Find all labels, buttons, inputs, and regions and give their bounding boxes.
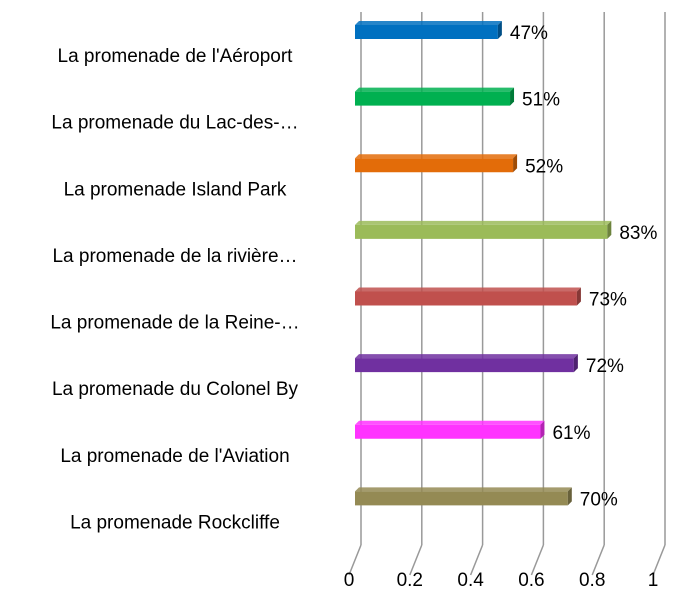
bar-side <box>567 487 572 506</box>
y-tick-label: La promenade de la rivière… <box>52 246 297 267</box>
bar <box>355 224 608 239</box>
bar <box>355 358 574 373</box>
x-tick-label: 0 <box>344 570 355 591</box>
bar-top <box>355 21 502 25</box>
grid-line-floor <box>530 544 545 576</box>
x-tick-label: 0.8 <box>579 570 605 591</box>
data-label: 73% <box>589 290 627 311</box>
data-label: 52% <box>525 156 563 177</box>
bar-top <box>355 220 612 225</box>
bar <box>355 158 514 173</box>
x-tick-label: 0.6 <box>518 570 544 591</box>
bar-side <box>607 220 612 239</box>
y-tick-label: La promenade du Colonel By <box>52 379 299 400</box>
bar-top <box>355 154 518 159</box>
bar <box>355 491 568 506</box>
grid-line-floor <box>469 544 484 576</box>
y-tick-label: La promenade Rockcliffe <box>70 512 280 533</box>
bar <box>355 91 511 106</box>
data-label: 61% <box>552 423 590 444</box>
bar-side <box>510 87 515 106</box>
bar-top <box>355 354 578 359</box>
bar <box>355 25 498 39</box>
bar <box>355 291 577 306</box>
data-label: 51% <box>522 90 560 111</box>
data-label: 70% <box>580 489 618 510</box>
bar-side <box>513 154 518 173</box>
grid-line-floor <box>591 544 605 576</box>
bar <box>355 424 541 439</box>
x-tick-label: 0.2 <box>397 570 423 591</box>
bar-side <box>540 420 545 439</box>
x-tick-label: 1 <box>648 570 659 591</box>
grid-line-floor <box>409 544 423 576</box>
grid-line-floor <box>652 544 666 576</box>
y-tick-label: La promenade Island Park <box>64 179 287 200</box>
grid-line-floor <box>348 544 362 576</box>
bar-top <box>355 420 545 425</box>
bar-side <box>497 21 502 39</box>
y-tick-label: La promenade du Lac-des-… <box>51 113 298 134</box>
bar-side <box>573 354 578 373</box>
x-tick-label: 0.4 <box>457 570 484 591</box>
y-tick-label: La promenade de la Reine-… <box>50 313 299 334</box>
bar-top <box>355 287 581 292</box>
data-label: 83% <box>619 223 657 244</box>
y-tick-label: La promenade de l'Aéroport <box>58 46 294 67</box>
bar-top <box>355 87 515 92</box>
bar-side <box>576 287 581 306</box>
bar-top <box>355 487 572 492</box>
y-tick-label: La promenade de l'Aviation <box>60 446 289 467</box>
data-label: 72% <box>586 356 624 377</box>
data-label: 47% <box>510 23 548 44</box>
